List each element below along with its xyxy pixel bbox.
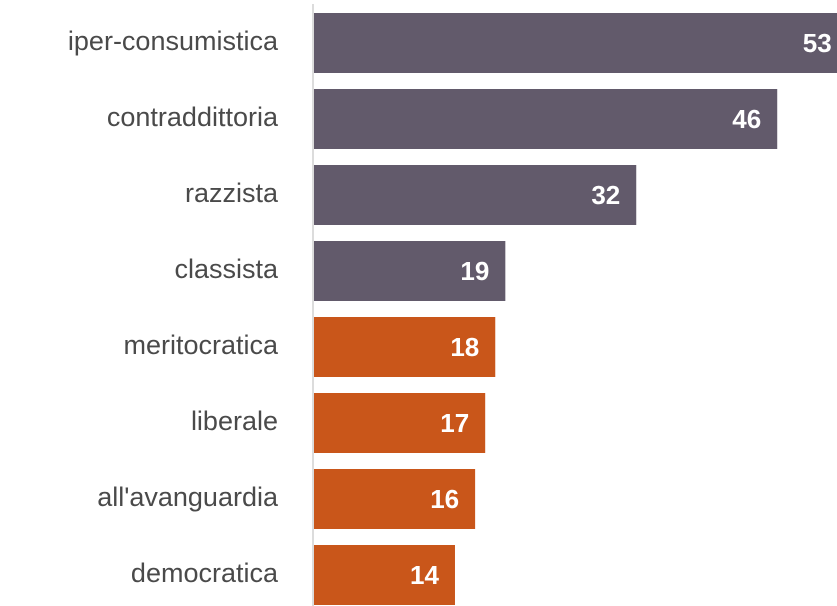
bar: [314, 241, 506, 301]
bar: [314, 317, 496, 377]
value-label: 32: [591, 180, 620, 210]
value-label: 14: [410, 560, 439, 590]
category-label: democratica: [131, 558, 279, 588]
category-label: liberale: [191, 406, 278, 436]
bar: [314, 165, 637, 225]
bar: [314, 393, 486, 453]
category-label: classista: [174, 254, 279, 284]
value-label: 19: [460, 256, 489, 286]
category-label: iper-consumistica: [68, 26, 279, 56]
bar: [314, 13, 837, 73]
category-label: razzista: [185, 178, 279, 208]
value-label: 17: [440, 408, 469, 438]
bar: [314, 89, 778, 149]
category-label: all'avanguardia: [97, 482, 279, 512]
category-label: contraddittoria: [107, 102, 279, 132]
bar: [314, 469, 476, 529]
value-label: 53: [803, 28, 832, 58]
value-label: 46: [732, 104, 761, 134]
value-label: 18: [450, 332, 479, 362]
bar: [314, 545, 455, 605]
category-label: meritocratica: [123, 330, 279, 360]
value-label: 16: [430, 484, 459, 514]
